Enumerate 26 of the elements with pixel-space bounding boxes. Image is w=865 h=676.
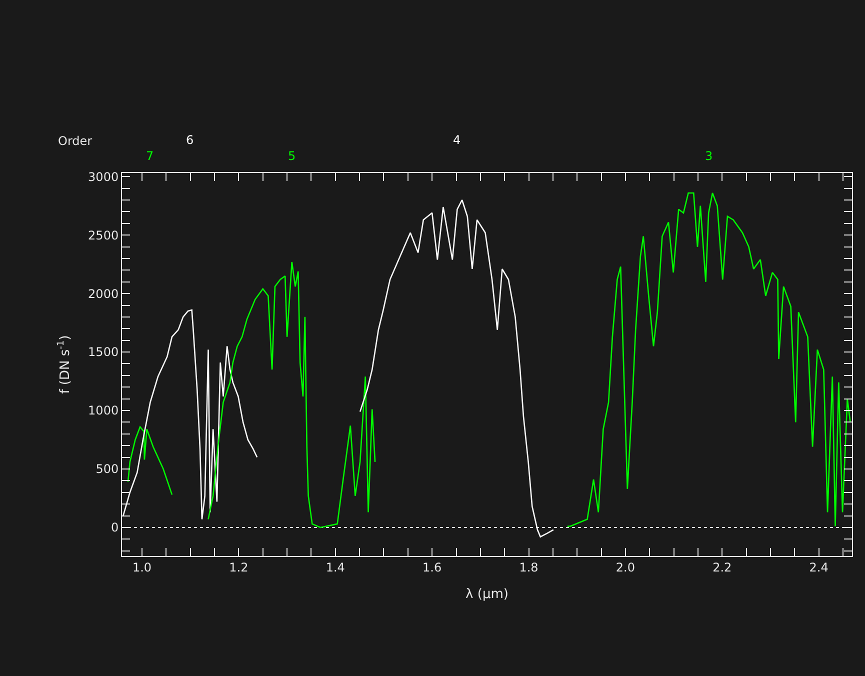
- x-tick-label: 2.2: [712, 560, 732, 574]
- line-series: [208, 261, 376, 528]
- y-tick-label: 2500: [88, 228, 119, 242]
- line-series: [122, 309, 258, 520]
- x-tick-label: 1.6: [422, 560, 442, 574]
- y-tick-label: 1500: [88, 345, 119, 360]
- y-tick-label: 0: [110, 520, 119, 535]
- y-tick-label: 2000: [88, 286, 119, 301]
- x-axis-title: λ (μm): [466, 587, 508, 602]
- text: Order: [58, 134, 92, 148]
- y-tick-label: 1000: [88, 404, 119, 418]
- text: 7: [146, 149, 154, 163]
- x-tick-label: 1.8: [519, 560, 538, 574]
- x-tick-label: 1.0: [132, 560, 152, 574]
- x-tick-label: 2.0: [616, 560, 636, 574]
- y-tick-label: 500: [96, 462, 119, 476]
- text: 4: [453, 133, 461, 147]
- line-series: [566, 192, 851, 527]
- x-tick-label: 1.4: [326, 560, 345, 574]
- text: 3: [705, 149, 713, 163]
- y-tick-label: 3000: [88, 170, 119, 184]
- line-series: [127, 426, 173, 496]
- x-tick-label: 2.4: [809, 560, 828, 574]
- text: 6: [186, 133, 194, 147]
- x-tick-label: 1.2: [229, 560, 248, 574]
- text: 5: [288, 149, 296, 163]
